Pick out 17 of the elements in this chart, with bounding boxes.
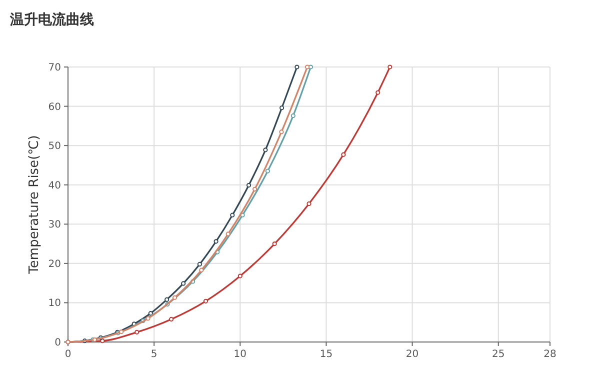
x-tick-label: 10 [234, 349, 247, 360]
y-tick-label: 60 [48, 102, 61, 113]
x-tick-label: 25 [492, 349, 505, 360]
x-tick-label: 20 [406, 349, 419, 360]
y-tick-label: 0 [54, 338, 61, 348]
y-tick-label: 40 [48, 180, 61, 192]
y-tick-label: 10 [48, 298, 61, 310]
y-tick-label: 50 [48, 141, 61, 152]
x-tick-label: 28 [544, 349, 556, 360]
x-tick-label: 5 [150, 349, 158, 360]
chart-title: 温升电流曲线 [9, 11, 94, 28]
y-axis-title: Temperature Rise(℃) [27, 135, 42, 275]
x-tick-label: 0 [64, 349, 72, 360]
x-tick-label: 15 [320, 349, 333, 360]
y-tick-label: 30 [48, 220, 61, 231]
y-tick-label: 70 [48, 62, 61, 74]
y-tick-label: 20 [48, 258, 61, 270]
